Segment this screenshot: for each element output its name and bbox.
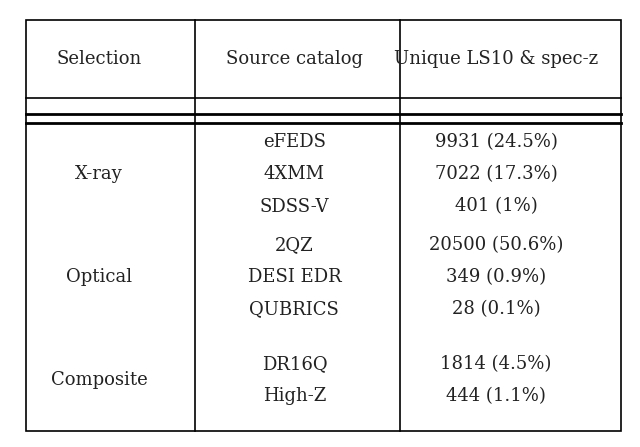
- Text: 2QZ: 2QZ: [275, 236, 314, 254]
- Text: DR16Q: DR16Q: [262, 355, 327, 373]
- Text: 28 (0.1%): 28 (0.1%): [452, 300, 540, 318]
- Text: 401 (1%): 401 (1%): [454, 198, 538, 215]
- Text: High-Z: High-Z: [262, 387, 326, 405]
- Text: Composite: Composite: [51, 371, 148, 389]
- Text: Optical: Optical: [66, 268, 132, 286]
- Text: 7022 (17.3%): 7022 (17.3%): [435, 165, 557, 183]
- Text: DESI EDR: DESI EDR: [248, 268, 341, 286]
- Text: X-ray: X-ray: [76, 165, 123, 183]
- Text: 1814 (4.5%): 1814 (4.5%): [440, 355, 552, 373]
- Text: QUBRICS: QUBRICS: [250, 300, 339, 318]
- Text: 444 (1.1%): 444 (1.1%): [446, 387, 546, 405]
- Text: Unique LS10 & spec-z: Unique LS10 & spec-z: [394, 50, 598, 68]
- Text: 349 (0.9%): 349 (0.9%): [446, 268, 546, 286]
- Text: Source catalog: Source catalog: [226, 50, 363, 68]
- Text: 4XMM: 4XMM: [264, 165, 325, 183]
- Text: 9931 (24.5%): 9931 (24.5%): [435, 133, 557, 151]
- Text: Selection: Selection: [56, 50, 142, 68]
- Text: SDSS-V: SDSS-V: [260, 198, 329, 215]
- Text: 20500 (50.6%): 20500 (50.6%): [429, 236, 563, 254]
- Text: eFEDS: eFEDS: [263, 133, 326, 151]
